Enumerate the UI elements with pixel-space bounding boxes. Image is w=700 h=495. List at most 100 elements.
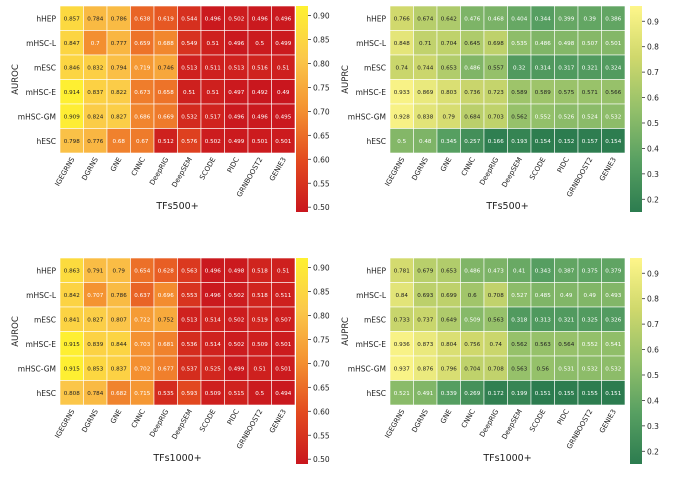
cell-value-label: 0.686 (134, 114, 150, 120)
cell-value-label: 0.519 (252, 317, 268, 323)
colorbar-tick-label: 0.65 (313, 383, 330, 392)
cell-value-label: 0.784 (87, 391, 103, 397)
column-tick-label: CNNC (130, 156, 147, 178)
colorbar-tick-label: 0.50 (313, 203, 330, 212)
cell-value-label: 0.501 (605, 41, 621, 47)
cell-value-label: 0.318 (511, 317, 527, 323)
cell-value-label: 0.562 (511, 342, 527, 348)
row-tick-label: mHSC-E (26, 88, 57, 97)
cell-value-label: 0.379 (605, 268, 621, 274)
row-tick-label: mHSC-L (26, 291, 57, 300)
heatmap-cell (601, 380, 626, 406)
cell-value-label: 0.704 (464, 366, 480, 372)
column-tick-label: DGRNS (410, 408, 430, 434)
y-axis-label: AUROC (11, 64, 21, 95)
cell-value-label: 0.496 (252, 16, 268, 22)
row-tick-label: mESC (34, 315, 56, 324)
column-tick-label: DGRNS (80, 408, 100, 434)
colorbar-tick-label: 0.9 (647, 269, 659, 278)
cell-value-label: 0.399 (558, 16, 574, 22)
cell-value-label: 0.752 (158, 317, 174, 323)
cell-value-label: 0.846 (64, 65, 80, 71)
cell-value-label: 0.576 (181, 139, 197, 145)
cell-value-label: 0.777 (111, 41, 127, 47)
y-axis-label: AUPRC (341, 65, 351, 94)
cell-value-label: 0.524 (582, 114, 598, 120)
cell-value-label: 0.544 (181, 16, 197, 22)
cell-value-label: 0.784 (87, 16, 103, 22)
colorbar-tick-label: 0.70 (313, 359, 330, 368)
cell-value-label: 0.321 (558, 317, 574, 323)
cell-value-label: 0.496 (205, 268, 221, 274)
colorbar-tick-label: 0.4 (647, 144, 659, 153)
cell-value-label: 0.325 (582, 317, 598, 323)
cell-value-label: 0.493 (605, 293, 621, 299)
cell-value-label: 0.575 (558, 90, 574, 96)
column-tick-label: SCODE (528, 408, 547, 433)
row-tick-label: hHEP (366, 14, 386, 23)
cell-value-label: 0.375 (582, 268, 598, 274)
cell-value-label: 0.839 (87, 342, 103, 348)
colorbar-tick-label: 0.70 (313, 107, 330, 116)
colorbar-tick-label: 0.7 (647, 320, 659, 329)
cell-value-label: 0.48 (419, 139, 432, 145)
cell-value-label: 0.51 (207, 90, 220, 96)
cell-value-label: 0.532 (605, 114, 621, 120)
cell-value-label: 0.702 (134, 366, 150, 372)
cell-value-label: 0.653 (441, 65, 457, 71)
cell-value-label: 0.649 (441, 317, 457, 323)
row-tick-label: hHEP (366, 266, 386, 275)
column-tick-label: GENIE3 (268, 156, 288, 183)
colorbar (296, 6, 308, 212)
cell-value-label: 0.563 (511, 366, 527, 372)
cell-value-label: 0.514 (205, 342, 221, 348)
colorbar-tick-label: 0.85 (313, 288, 330, 297)
cell-value-label: 0.824 (87, 114, 103, 120)
cell-value-label: 0.786 (111, 293, 127, 299)
cell-value-label: 0.386 (605, 16, 621, 22)
cell-value-label: 0.535 (511, 41, 527, 47)
colorbar-tick-label: 0.90 (313, 264, 330, 273)
cell-value-label: 0.512 (158, 139, 174, 145)
cell-value-label: 0.84 (396, 293, 409, 299)
colorbar-tick-label: 0.55 (313, 179, 330, 188)
colorbar-tick-label: 0.75 (313, 335, 330, 344)
cell-value-label: 0.688 (158, 41, 174, 47)
cell-value-label: 0.486 (464, 268, 480, 274)
cell-value-label: 0.566 (605, 90, 621, 96)
row-tick-label: mHSC-L (356, 39, 387, 48)
cell-value-label: 0.166 (488, 139, 504, 145)
cell-value-label: 0.502 (228, 16, 244, 22)
x-axis-label: TFs1000+ (482, 453, 531, 464)
cell-value-label: 0.5 (255, 391, 264, 397)
cell-value-label: 0.507 (582, 41, 598, 47)
cell-value-label: 0.827 (111, 114, 127, 120)
cell-value-label: 0.832 (87, 65, 103, 71)
cell-value-label: 0.473 (488, 268, 504, 274)
colorbar-tick-label: 0.65 (313, 131, 330, 140)
cell-value-label: 0.343 (535, 268, 551, 274)
colorbar-tick-label: 0.6 (647, 346, 659, 355)
cell-value-label: 0.154 (535, 139, 551, 145)
cell-value-label: 0.645 (464, 41, 480, 47)
column-tick-label: GRNBOOST2 (235, 156, 264, 198)
row-tick-label: mHSC-L (356, 291, 387, 300)
cell-value-label: 0.152 (558, 139, 574, 145)
cell-value-label: 0.619 (158, 16, 174, 22)
cell-value-label: 0.909 (64, 114, 80, 120)
cell-value-label: 0.49 (584, 293, 597, 299)
column-tick-label: PIDC (226, 408, 241, 426)
cell-value-label: 0.708 (488, 293, 504, 299)
cell-value-label: 0.513 (228, 65, 244, 71)
row-tick-label: hHEP (36, 266, 56, 275)
column-tick-label: DeepRIG (478, 156, 500, 187)
cell-value-label: 0.681 (158, 342, 174, 348)
cell-value-label: 0.703 (488, 114, 504, 120)
row-tick-label: hHEP (36, 14, 56, 23)
cell-value-label: 0.837 (111, 366, 127, 372)
column-tick-label: DeepRIG (148, 156, 170, 187)
cell-value-label: 0.658 (158, 90, 174, 96)
cell-value-label: 0.502 (228, 342, 244, 348)
cell-value-label: 0.853 (87, 366, 103, 372)
cell-value-label: 0.928 (394, 114, 410, 120)
